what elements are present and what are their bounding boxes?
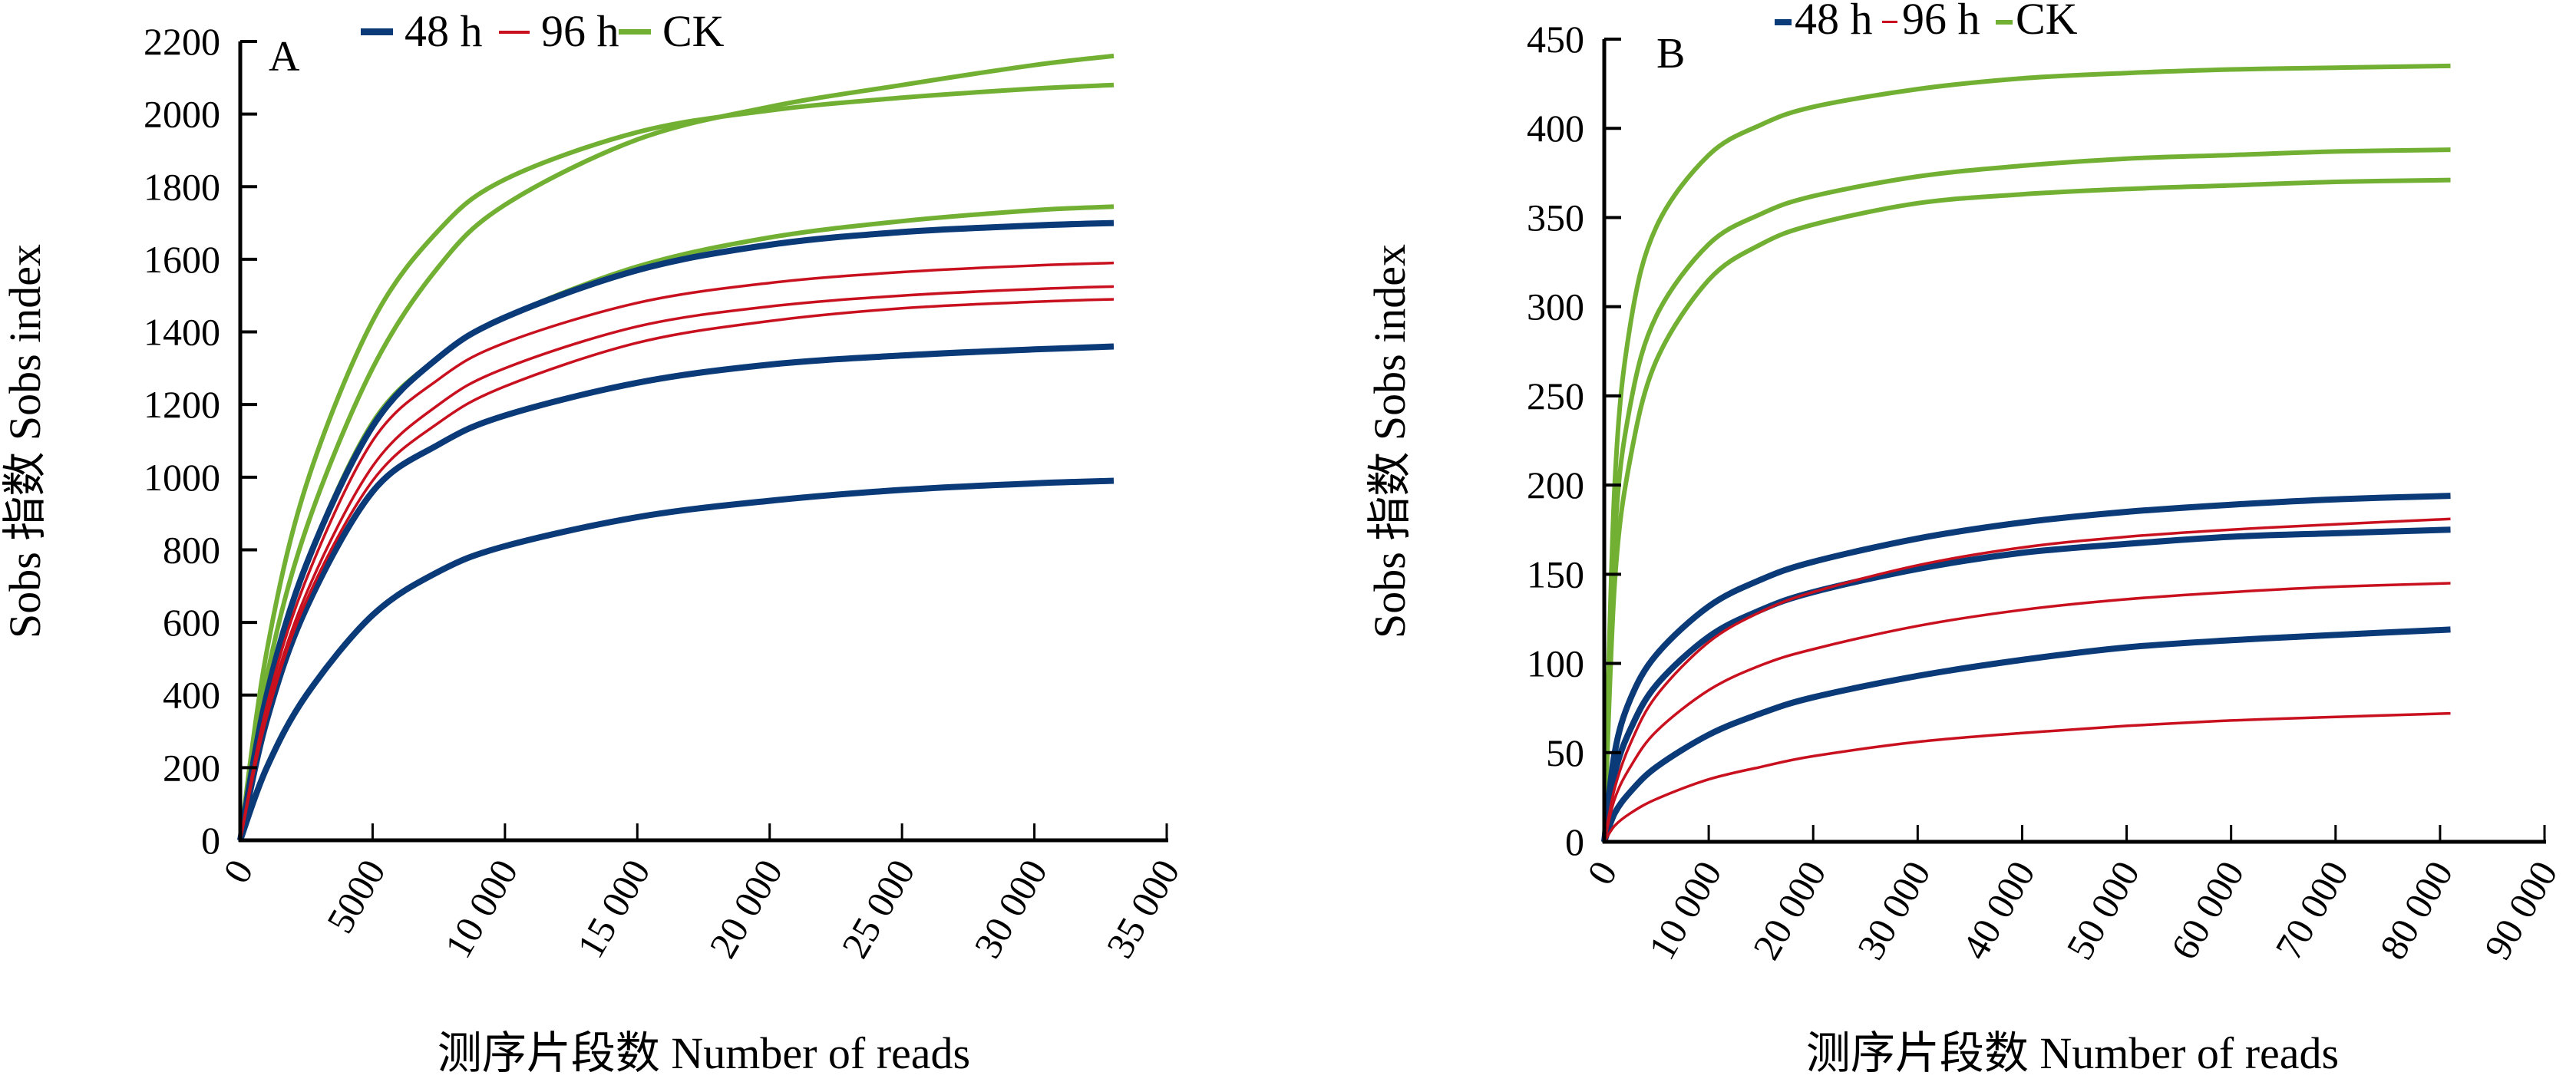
x-tick-label: 0 [1579, 854, 1626, 892]
x-tick-label: 30 000 [1849, 854, 1939, 967]
panel-b-x-axis-title: 测序片段数 Number of reads [1806, 1028, 2339, 1078]
series-line-96h-8 [239, 285, 1115, 841]
x-tick-label: 0 [215, 853, 262, 891]
panel-b: 0 50 100 150 200 250 300 350 400 450 0 10 000 20 00… [1365, 0, 2566, 1078]
series-line-48h-6 [237, 477, 1115, 842]
y-tick-label: 300 [1527, 285, 1584, 328]
x-tick-label: 90 000 [2475, 854, 2565, 967]
y-tick-label: 0 [1565, 820, 1584, 863]
x-tick-label: 10 000 [436, 853, 526, 965]
legend-label-48h: 48 h [1795, 0, 1873, 44]
legend-swatch-96h [1882, 21, 1897, 23]
x-tick-label: 10 000 [1640, 854, 1729, 967]
series-line-ck-2 [1602, 147, 2451, 843]
series-line-96h-9 [1603, 711, 2451, 843]
y-tick-label: 2200 [144, 20, 220, 63]
panel-b-y-tick-labels: 0 50 100 150 200 250 300 350 400 450 [1527, 18, 1584, 863]
legend-label-48h: 48 h [405, 6, 483, 56]
legend-swatch-ck [1996, 20, 2013, 25]
series-line-96h-9 [239, 298, 1115, 841]
panel-a-y-axis-title: Sobs 指数 Sobs index [0, 244, 50, 638]
legend-label-ck: CK [2016, 0, 2078, 44]
series-line-96h-7 [239, 261, 1115, 841]
panel-b-x-tick-labels: 0 10 000 20 000 30 000 40 000 50 000 60 000 70 … [1579, 854, 2566, 967]
series-line-48h-5 [237, 343, 1115, 841]
series-line-48h-6 [1601, 626, 2451, 843]
series-line-ck-2 [238, 82, 1115, 841]
panel-a-x-tick-labels: 0 5000 10 000 15 000 20 000 25 000 30 000 35 00… [215, 853, 1188, 965]
legend-swatch-ck [619, 29, 651, 35]
x-tick-label: 50 000 [2058, 854, 2148, 967]
y-tick-label: 1800 [144, 165, 220, 208]
series-line-96h-8 [1603, 582, 2451, 843]
panel-a-curves [237, 53, 1115, 842]
series-line-48h-4 [237, 219, 1115, 841]
y-tick-label: 400 [163, 674, 220, 717]
y-tick-label: 0 [201, 819, 220, 862]
panel-b-legend: 48 h 96 h CK [1775, 0, 2078, 44]
y-tick-label: 1600 [144, 238, 220, 281]
x-tick-label: 20 000 [701, 853, 791, 965]
x-tick-label: 80 000 [2371, 854, 2461, 967]
panel-a-legend: 48 h 96 h CK [361, 6, 725, 56]
series-line-ck-1 [1602, 63, 2451, 843]
y-tick-label: 800 [163, 528, 220, 571]
y-tick-label: 150 [1527, 553, 1584, 595]
y-tick-label: 600 [163, 601, 220, 644]
panel-a-axes [238, 40, 1168, 843]
legend-swatch-48h [1775, 19, 1792, 25]
panel-a: 0 200 400 600 800 1000 1200 1400 1600 1800 2000 220… [0, 6, 1188, 1078]
y-tick-label: 2000 [144, 93, 220, 136]
series-line-ck-3 [1602, 177, 2451, 843]
panel-a-y-tick-labels: 0 200 400 600 800 1000 1200 1400 1600 1800 2000 220… [144, 20, 220, 862]
panel-a-x-axis-title: 测序片段数 Number of reads [438, 1028, 970, 1078]
legend-label-96h: 96 h [1902, 0, 1980, 44]
x-tick-label: 30 000 [966, 853, 1055, 965]
x-tick-label: 70 000 [2267, 854, 2356, 967]
legend-swatch-96h [499, 31, 530, 34]
x-tick-label: 20 000 [1744, 854, 1834, 967]
legend-swatch-48h [361, 28, 393, 35]
legend-label-96h: 96 h [541, 6, 619, 56]
panel-b-y-axis-title: Sobs 指数 Sobs index [1365, 244, 1415, 638]
y-tick-label: 1400 [144, 311, 220, 354]
panel-b-axes [1602, 38, 2546, 844]
panel-a-letter: A [269, 33, 300, 81]
x-tick-label: 35 000 [1098, 853, 1187, 965]
x-tick-label: 5000 [318, 853, 393, 941]
panel-b-curves [1601, 63, 2451, 843]
series-line-48h-4 [1601, 493, 2451, 843]
series-line-ck-1 [238, 53, 1115, 841]
y-tick-label: 1000 [144, 456, 220, 499]
y-tick-label: 100 [1527, 642, 1584, 685]
panel-b-letter: B [1656, 30, 1685, 78]
series-line-48h-5 [1601, 526, 2451, 843]
x-tick-label: 40 000 [1953, 854, 2043, 967]
y-tick-label: 250 [1527, 374, 1584, 417]
y-tick-label: 1200 [144, 383, 220, 426]
y-tick-label: 200 [163, 746, 220, 789]
y-tick-label: 350 [1527, 196, 1584, 239]
series-line-96h-7 [1603, 517, 2451, 843]
legend-label-ck: CK [662, 6, 725, 56]
x-tick-label: 15 000 [569, 853, 659, 965]
y-tick-label: 50 [1546, 731, 1584, 774]
y-tick-label: 450 [1527, 18, 1584, 61]
x-tick-label: 25 000 [833, 853, 923, 965]
series-line-ck-3 [238, 204, 1115, 841]
x-tick-label: 60 000 [2162, 854, 2252, 967]
y-tick-label: 400 [1527, 107, 1584, 150]
y-tick-label: 200 [1527, 463, 1584, 506]
